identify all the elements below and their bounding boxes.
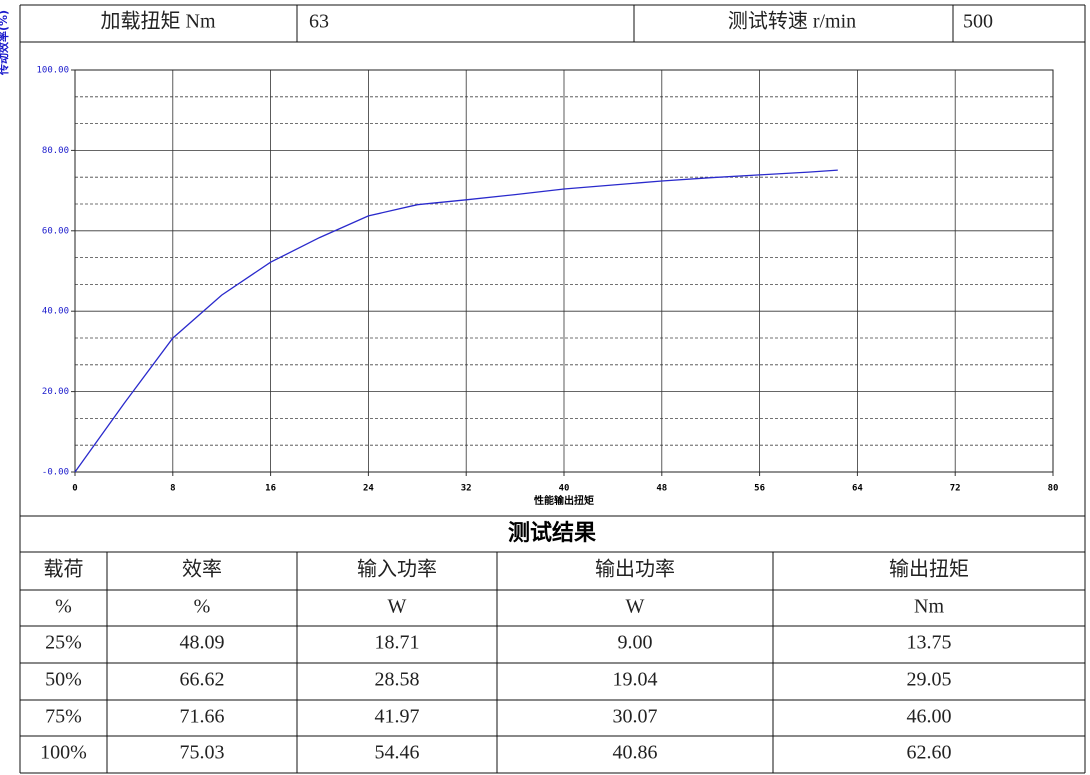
table-cell: 18.71	[375, 632, 420, 654]
column-header: 输入功率	[357, 558, 437, 581]
table-cell: 71.66	[180, 706, 225, 728]
unit-cell: %	[55, 596, 72, 618]
table-cell: 25%	[45, 632, 82, 654]
header-cell: 500	[963, 11, 993, 33]
x-tick-label: 48	[656, 484, 667, 494]
table-cell: 41.97	[375, 706, 420, 728]
x-tick-label: 80	[1048, 484, 1059, 494]
column-header: 输出扭矩	[889, 558, 969, 581]
header-cell: 63	[309, 11, 329, 33]
y-tick-label: 80.00	[42, 146, 69, 156]
unit-cell: %	[194, 596, 211, 618]
x-tick-label: 16	[265, 484, 276, 494]
table-cell: 100%	[40, 742, 87, 764]
column-header: 载荷	[44, 558, 84, 581]
table-cell: 75%	[45, 706, 82, 728]
header-cell: 测试转速 r/min	[728, 10, 856, 33]
table-cell: 28.58	[375, 669, 420, 691]
unit-cell: Nm	[914, 596, 944, 618]
table-cell: 30.07	[613, 706, 658, 728]
table-cell: 50%	[45, 669, 82, 691]
x-tick-label: 32	[461, 484, 472, 494]
x-tick-label: 8	[170, 484, 175, 494]
table-cell: 40.86	[613, 742, 658, 764]
table-cell: 19.04	[613, 669, 658, 691]
unit-cell: W	[388, 596, 407, 618]
x-axis-label: 性能输出扭矩	[533, 494, 594, 507]
y-tick-label: -0.00	[42, 468, 69, 478]
plot-frame	[74, 69, 1054, 473]
results-title: 测试结果	[508, 520, 596, 545]
table-cell: 13.75	[907, 632, 952, 654]
header-cell: 加载扭矩 Nm	[101, 10, 216, 33]
y-axis-label: 传动效率(%)	[0, 10, 10, 76]
column-header: 效率	[182, 558, 222, 581]
unit-cell: W	[626, 596, 645, 618]
column-header: 输出功率	[595, 558, 675, 581]
table-cell: 66.62	[180, 669, 225, 691]
y-tick-label: 20.00	[42, 387, 69, 397]
x-tick-label: 24	[363, 484, 374, 494]
table-cell: 9.00	[618, 632, 653, 654]
y-tick-label: 40.00	[42, 307, 69, 317]
table-cell: 54.46	[375, 742, 420, 764]
y-tick-label: 60.00	[42, 226, 69, 236]
table-cell: 29.05	[907, 669, 952, 691]
table-cell: 62.60	[907, 742, 952, 764]
efficiency-line	[74, 169, 838, 473]
x-tick-label: 72	[950, 484, 961, 494]
x-tick-label: 56	[754, 484, 765, 494]
x-tick-label: 64	[852, 484, 863, 494]
table-cell: 48.09	[180, 632, 225, 654]
x-tick-label: 40	[559, 484, 570, 494]
x-tick-label: 0	[72, 484, 77, 494]
table-borders	[19, 4, 1086, 774]
table-cell: 75.03	[180, 742, 225, 764]
table-cell: 46.00	[907, 706, 952, 728]
y-tick-label: 100.00	[36, 66, 69, 76]
